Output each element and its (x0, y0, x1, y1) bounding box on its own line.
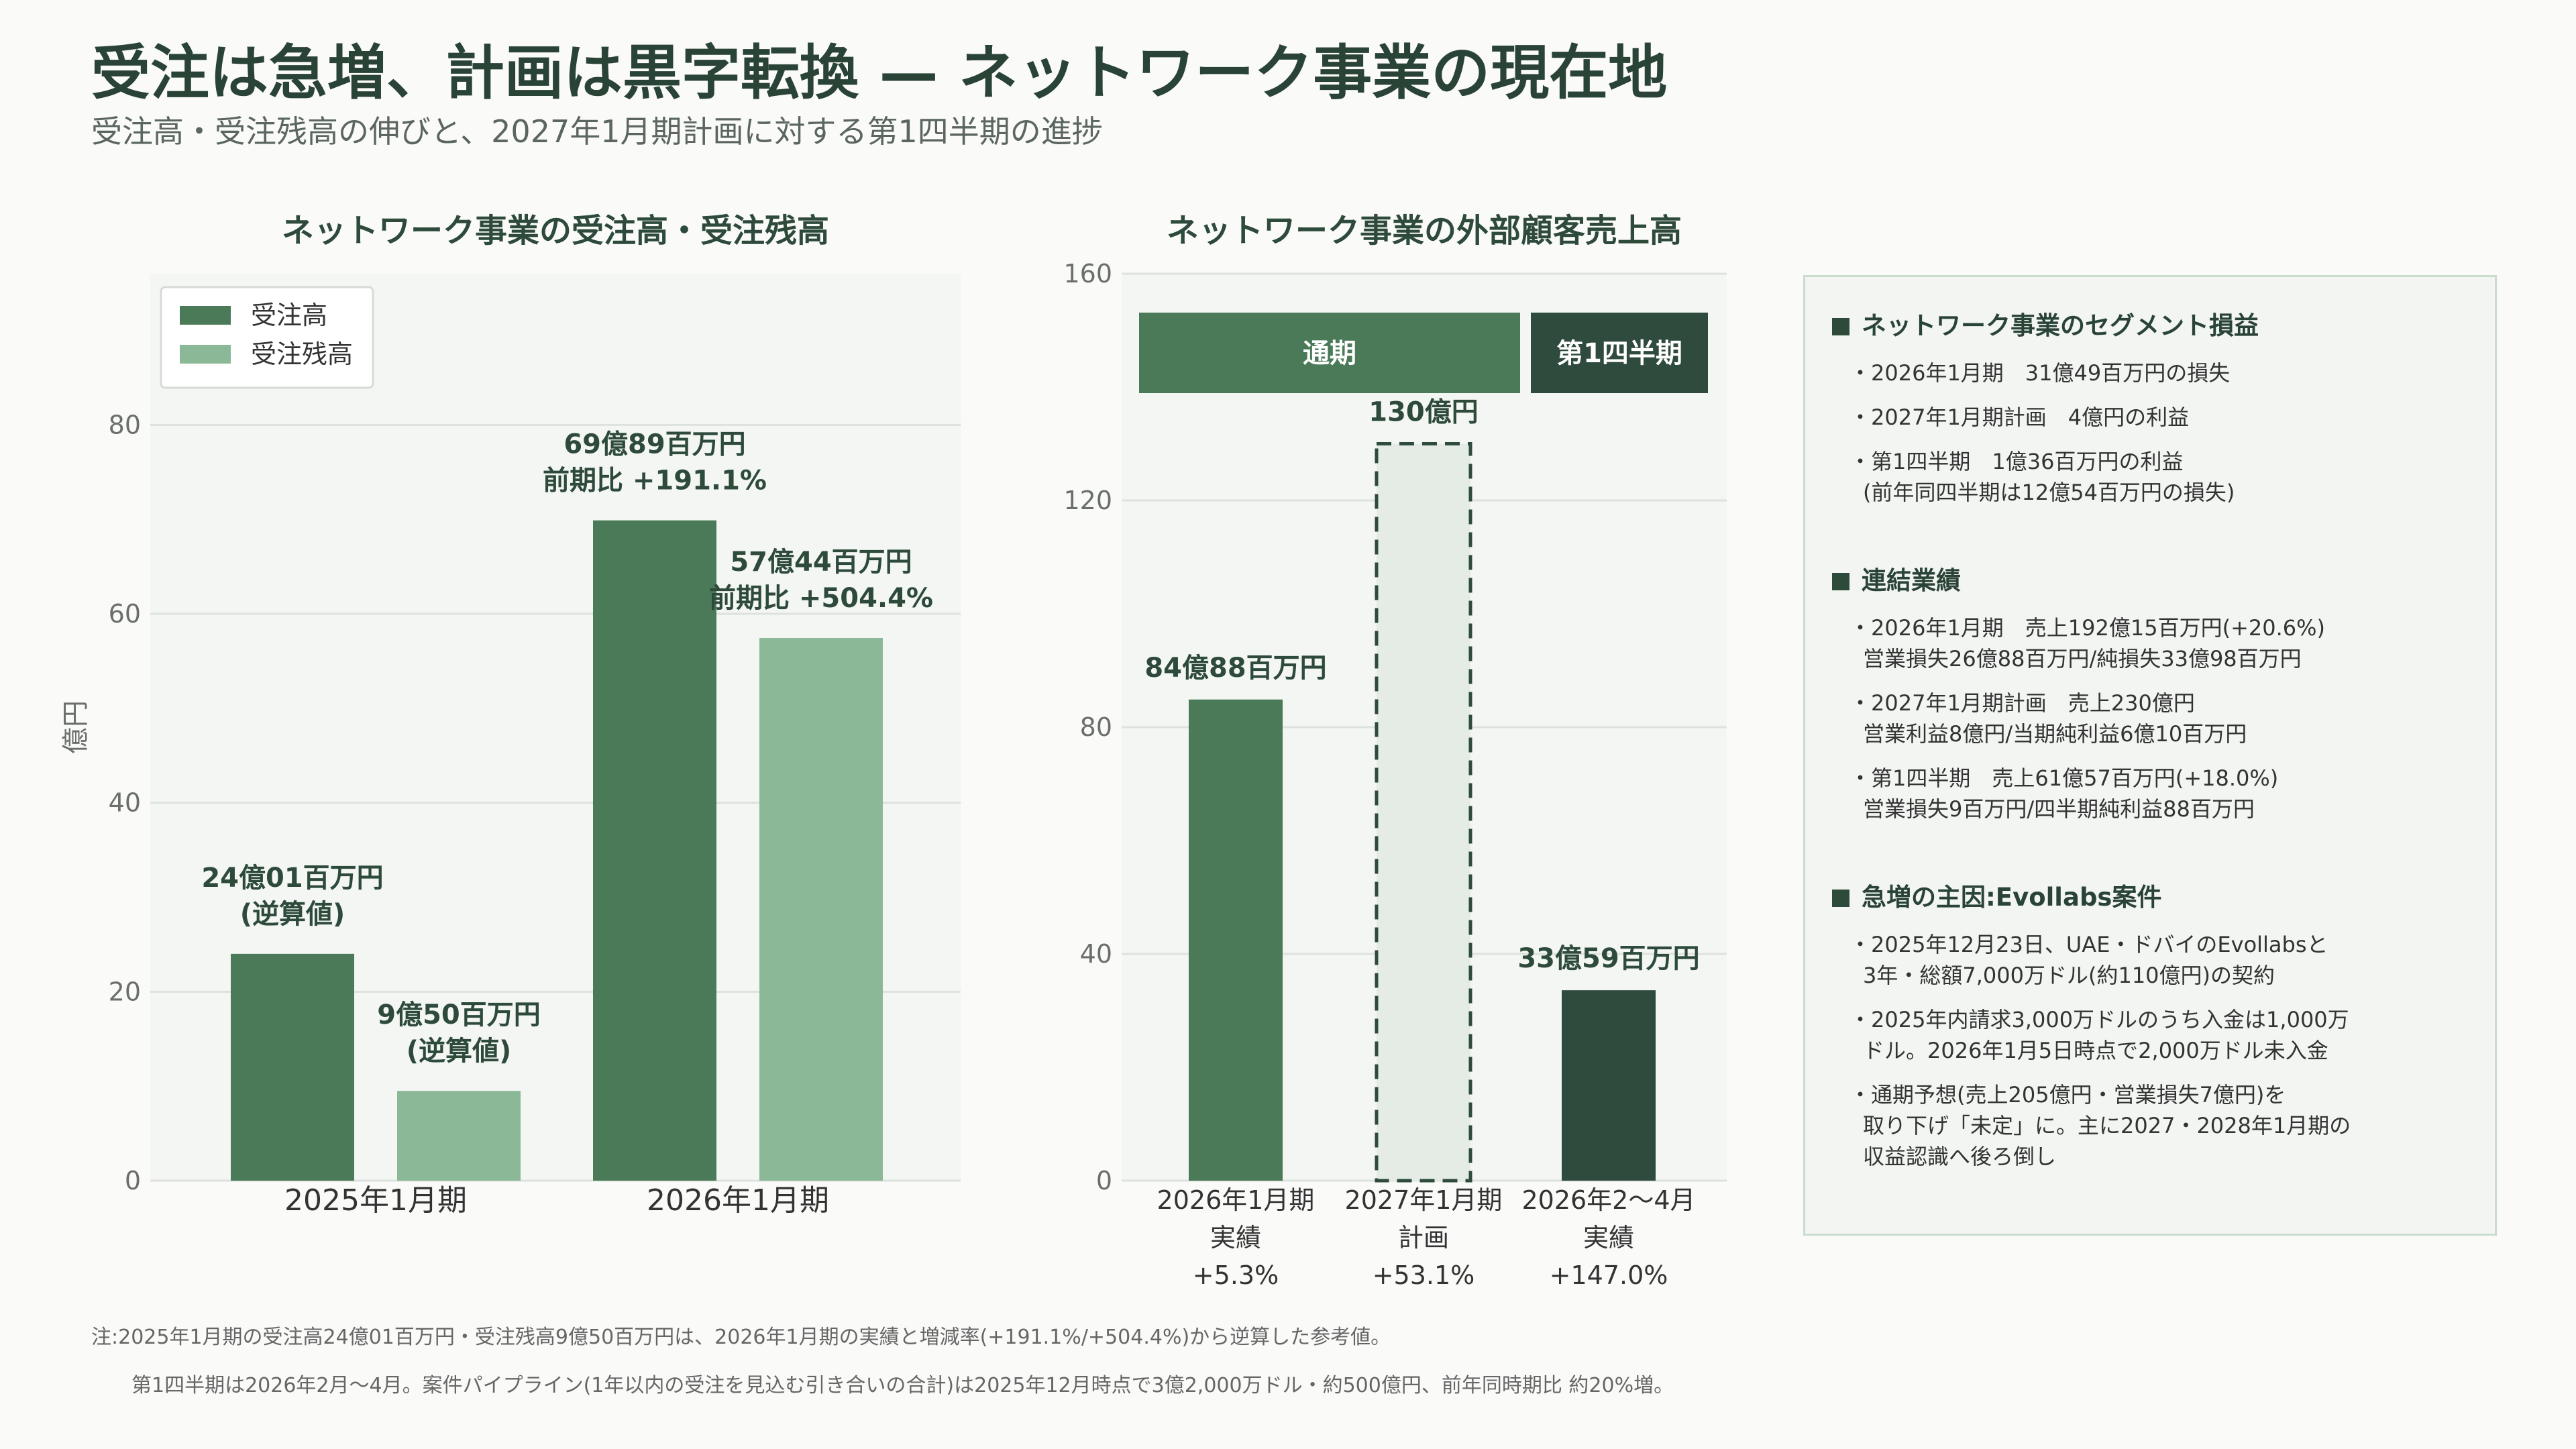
chart2-tick-label: 0 (1096, 1166, 1112, 1195)
panel-section: 連結業績・2026年1月期 売上192億15百万円(+20.6%) 営業損失26億… (1832, 560, 2468, 824)
chart1-legend-label: 受注残高 (251, 339, 353, 369)
panel-section-heading: 急増の主因:Evollabs案件 (1832, 877, 2468, 913)
chart1-data-label-note: 前期比 +191.1% (543, 466, 767, 496)
chart2-category-label: +53.1% (1373, 1260, 1475, 1290)
info-panel: ネットワーク事業のセグメント損益 ・2026年1月期 31億49百万円の損失 ・20… (1803, 275, 2497, 1236)
chart2-bar (1562, 990, 1656, 1181)
panel-item-continuation: 取り下げ「未定」に。主に2027・2028年1月期の (1863, 1113, 2351, 1138)
chart1-data-label-note: 前期比 +504.4% (709, 583, 933, 614)
chart2-bar (1375, 442, 1472, 1183)
panel-section-heading: 連結業績 (1832, 560, 2468, 596)
panel-item: ・2026年1月期 31億49百万円の損失 (1849, 358, 2468, 388)
chart2-category-label: 実績 (1210, 1223, 1261, 1252)
chart2-data-label: 84億88百万円 (1144, 653, 1326, 684)
panel-section: ネットワーク事業のセグメント損益・2026年1月期 31億49百万円の損失 ・20… (1832, 305, 2468, 508)
chart2-data-label: 130億円 (1368, 397, 1479, 428)
panel-item: ・2025年内請求3,000万ドルのうち入金は1,000万ドル。2026年1月5… (1849, 1004, 2468, 1066)
chart2-tick-label: 160 (1063, 259, 1112, 288)
chart1-category-label: 2026年1月期 (647, 1183, 829, 1218)
panel-section-heading-text: 連結業績 (1862, 566, 1961, 595)
chart1-data-label: 9億50百万円 (377, 1000, 541, 1030)
chart1-title: ネットワーク事業の受注高・受注残高 (282, 212, 829, 250)
chart2-tick-label: 120 (1063, 486, 1112, 515)
chart1-bar (231, 953, 354, 1181)
panel-item-text: ・通期予想(売上205億円・営業損失7億円)を (1849, 1082, 2286, 1108)
panel-item: ・第1四半期 1億36百万円の利益 (前年同四半期は12億54百万円の損失) (1849, 446, 2468, 508)
chart2-title: ネットワーク事業の外部顧客売上高 (1167, 212, 1682, 250)
chart1-data-label: 57億44百万円 (730, 547, 912, 578)
panel-item-text: ・第1四半期 売上61億57百万円(+18.0%) (1849, 765, 2279, 791)
panel-section-heading: ネットワーク事業のセグメント損益 (1832, 305, 2468, 341)
chart2-category-label: 2026年2〜4月 (1521, 1185, 1695, 1215)
square-bullet-icon (1832, 890, 1849, 907)
page-subtitle: 受注高・受注残高の伸びと、2027年1月期計画に対する第1四半期の進捗 (91, 113, 1103, 150)
chart1-y-axis-label: 億円 (60, 700, 91, 754)
chart1-data-label-note: (逆算値) (407, 1036, 512, 1067)
panel-item-continuation: 営業損失26億88百万円/純損失33億98百万円 (1863, 646, 2302, 672)
panel-section-heading-text: 急増の主因:Evollabs案件 (1862, 883, 2162, 912)
panel-item-text: ・第1四半期 1億36百万円の利益 (1849, 449, 2184, 474)
panel-item-text: ・2026年1月期 売上192億15百万円(+20.6%) (1849, 615, 2326, 641)
chart1-data-label-note: (逆算値) (240, 899, 345, 930)
panel-item-continuation: ドル。2026年1月5日時点で2,000万ドル未入金 (1863, 1038, 2328, 1063)
chart1-tick-label: 20 (109, 977, 141, 1006)
chart2-bar (1189, 699, 1283, 1181)
square-bullet-icon (1832, 573, 1849, 590)
chart1-data-label: 69億89百万円 (564, 429, 745, 460)
chart2-category-label: +5.3% (1193, 1260, 1279, 1290)
panel-item-continuation: (前年同四半期は12億54百万円の損失) (1863, 480, 2235, 505)
panel-item-text: ・2027年1月期計画 4億円の利益 (1849, 405, 2190, 430)
chart2-category-label: 2027年1月期 (1345, 1185, 1503, 1215)
panel-item: ・2026年1月期 売上192億15百万円(+20.6%) 営業損失26億88百万… (1849, 612, 2468, 674)
chart2-category-label: 計画 (1398, 1223, 1449, 1252)
chart1-data-label: 24億01百万円 (201, 863, 383, 894)
chart2-category-label: 2026年1月期 (1157, 1185, 1315, 1215)
panel-item-continuation: 収益認識へ後ろ倒し (1863, 1144, 2057, 1169)
chart1-legend-label: 受注高 (251, 301, 327, 330)
panel-item-continuation: 3年・総額7,000万ドル(約110億円)の契約 (1863, 963, 2275, 988)
panel-section-heading-text: ネットワーク事業のセグメント損益 (1862, 311, 2259, 340)
chart2-tick-label: 80 (1080, 712, 1112, 742)
chart2-tick-label: 40 (1080, 939, 1112, 969)
panel-item-text: ・2027年1月期計画 売上230億円 (1849, 690, 2195, 716)
square-bullet-icon (1832, 318, 1849, 335)
panel-item-continuation: 営業損失9百万円/四半期純利益88百万円 (1863, 796, 2255, 822)
panel-item: ・第1四半期 売上61億57百万円(+18.0%) 営業損失9百万円/四半期純利益… (1849, 763, 2468, 824)
chart2-period-band-label: 通期 (1303, 338, 1356, 369)
chart1-tick-label: 0 (125, 1166, 141, 1195)
chart2-data-label: 33億59百万円 (1517, 943, 1699, 974)
chart2-period-band (1139, 313, 1520, 393)
chart1-tick-label: 80 (109, 410, 141, 439)
panel-item: ・通期予想(売上205億円・営業損失7億円)を取り下げ「未定」に。主に2027・… (1849, 1079, 2468, 1172)
panel-item: ・2027年1月期計画 4億円の利益 (1849, 402, 2468, 433)
panel-item-text: ・2025年12月23日、UAE・ドバイのEvollabsと (1849, 932, 2328, 957)
footnote-2: 第1四半期は2026年2月〜4月。案件パイプライン(1年以内の受注を見込む引き合… (131, 1374, 1674, 1397)
footnote-1: 注:2025年1月期の受注高24億01百万円・受注残高9億50百万円は、2026… (91, 1326, 1391, 1349)
chart1-tick-label: 40 (109, 788, 141, 818)
panel-item-text: ・2025年内請求3,000万ドルのうち入金は1,000万 (1849, 1007, 2349, 1032)
chart1-legend-swatch (180, 306, 231, 325)
chart1-category-label: 2025年1月期 (284, 1183, 467, 1218)
panel-item: ・2027年1月期計画 売上230億円営業利益8億円/当期純利益6億10百万円 (1849, 688, 2468, 749)
panel-section: 急増の主因:Evollabs案件・2025年12月23日、UAE・ドバイのEvo… (1832, 877, 2468, 1172)
chart1-bar (759, 638, 883, 1181)
page-title: 受注は急増、計画は黒字転換 — ネットワーク事業の現在地 (91, 38, 1668, 107)
panel-item-continuation: 営業利益8億円/当期純利益6億10百万円 (1863, 721, 2247, 747)
chart1-bar (593, 520, 716, 1181)
chart1-bar (397, 1091, 521, 1181)
chart1-legend-swatch (180, 345, 231, 364)
chart2-category-label: 実績 (1583, 1223, 1634, 1252)
chart2-period-band-label: 第1四半期 (1556, 338, 1682, 369)
panel-item-text: ・2026年1月期 31億49百万円の損失 (1849, 360, 2231, 386)
chart2-category-label: +147.0% (1550, 1260, 1668, 1290)
chart1-tick-label: 60 (109, 599, 141, 629)
panel-item: ・2025年12月23日、UAE・ドバイのEvollabsと 3年・総額7,000… (1849, 929, 2468, 991)
chart2-period-band (1531, 313, 1708, 393)
